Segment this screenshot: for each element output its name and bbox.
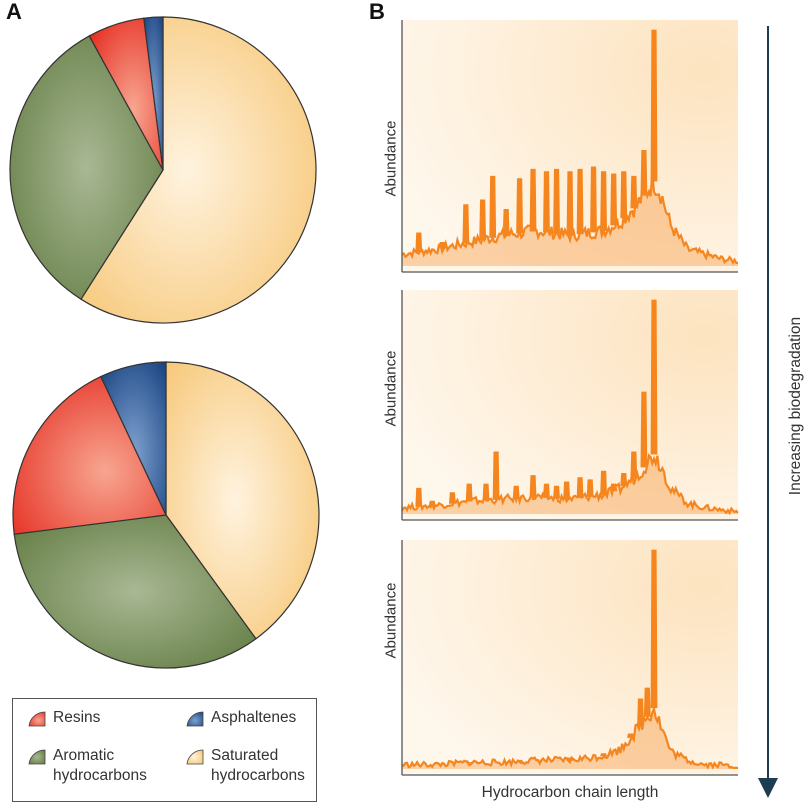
chromatogram-2-peak bbox=[543, 483, 550, 498]
chromatogram-1-peak bbox=[640, 149, 648, 196]
chromatogram-2-peak bbox=[482, 483, 490, 501]
legend-label-saturated-2: hydrocarbons bbox=[211, 767, 305, 784]
pie2-slice-saturated-hydrocarbons bbox=[165, 361, 320, 640]
chromatogram-1-peak bbox=[590, 166, 597, 233]
chromatogram-1-peak bbox=[489, 175, 497, 238]
chromatogram-2-envelope bbox=[402, 455, 738, 514]
pie2-slice-resins bbox=[12, 375, 167, 535]
chromatogram-2-baseline bbox=[401, 453, 739, 516]
chromatogram-3-envelope bbox=[402, 709, 738, 769]
chromatogram-3-baseline bbox=[401, 705, 738, 770]
pie-legend: Resins Asphaltenes Aromatic hydrocarbons… bbox=[12, 698, 317, 802]
chromatogram-2-peak bbox=[415, 487, 423, 507]
pie1-slice-saturated-hydrocarbons bbox=[80, 16, 317, 324]
legend-label-asphaltenes: Asphaltenes bbox=[211, 709, 297, 726]
chromatogram-2-peak bbox=[610, 483, 618, 492]
legend-label-aromatic-1: Aromatic bbox=[53, 747, 115, 764]
chromatogram-2-peak bbox=[492, 451, 500, 500]
chromatogram-1-peak bbox=[425, 250, 433, 253]
chromatogram-3-peak bbox=[600, 753, 608, 757]
chromatogram-3-peak bbox=[637, 698, 644, 726]
chromatogram-3-peak bbox=[643, 687, 651, 717]
legend-label-saturated-1: Saturated bbox=[211, 747, 279, 764]
chromatogram-1-envelope bbox=[402, 173, 738, 266]
chromatogram-1-baseline bbox=[401, 173, 738, 266]
panel-label-b: B bbox=[369, 0, 385, 24]
chromatogram-1-peak bbox=[502, 208, 510, 236]
chromatogram-1-peak bbox=[566, 171, 574, 236]
chromatogram-3-peak bbox=[566, 757, 574, 761]
arrow-label: Increasing biodegradation bbox=[787, 316, 804, 496]
chromatogram-2-peak bbox=[448, 492, 456, 504]
chromatogram-1-peak bbox=[529, 168, 537, 232]
panel-label-a: A bbox=[6, 0, 22, 24]
y-axis-label-1: Abundance bbox=[382, 120, 400, 197]
chromatogram-2-peak bbox=[620, 472, 628, 487]
chromatogram-2-peak bbox=[650, 299, 658, 455]
chromatogram-1-peak bbox=[553, 168, 560, 234]
chromatogram-2-peak bbox=[563, 481, 571, 500]
chromatogram-1-peak bbox=[600, 171, 608, 231]
chromatogram-3-peak bbox=[626, 733, 634, 738]
chromatogram-1-peak bbox=[650, 29, 658, 182]
chromatogram-1-peak bbox=[630, 175, 638, 209]
pie1-slice-asphaltenes bbox=[143, 16, 164, 171]
chromatogram-1-peak bbox=[438, 242, 446, 249]
chromatogram-2-peak bbox=[512, 485, 520, 499]
pie1-slice-aromatic-hydrocarbons bbox=[9, 35, 164, 301]
chromatogram-1-peak bbox=[576, 168, 584, 235]
y-axis-label-2: Abundance bbox=[382, 350, 400, 427]
chromatogram-1-peak bbox=[620, 171, 628, 219]
chromatogram-1-peak bbox=[543, 171, 550, 233]
chromatogram-2-peak bbox=[586, 479, 594, 497]
chromatogram-3-background bbox=[402, 540, 738, 775]
chromatogram-2-peak bbox=[553, 485, 560, 499]
asphaltenes-swatch-icon bbox=[186, 711, 204, 727]
chromatogram-2-peak bbox=[428, 500, 436, 507]
pie2-slice-aromatic-hydrocarbons bbox=[13, 514, 257, 669]
chromatogram-2-peak bbox=[576, 477, 584, 499]
chromatogram-1-peak bbox=[479, 199, 487, 240]
legend-label-resins: Resins bbox=[53, 709, 101, 726]
pie2-slice-asphaltenes bbox=[100, 361, 167, 516]
chromatogram-2-peak bbox=[529, 475, 537, 498]
chromatogram-1-peak bbox=[415, 232, 423, 253]
legend-label-aromatic-2: hydrocarbons bbox=[53, 767, 147, 784]
saturated-swatch-icon bbox=[186, 749, 204, 765]
chromatogram-2-peak bbox=[640, 391, 648, 468]
chromatogram-3-peak bbox=[515, 759, 524, 762]
chromatogram-2-peak bbox=[630, 451, 638, 479]
chromatogram-3-peak bbox=[650, 549, 658, 709]
chromatogram-1-peak bbox=[610, 173, 618, 226]
y-axis-label-3: Abundance bbox=[382, 582, 400, 659]
x-axis-label: Hydrocarbon chain length bbox=[481, 784, 659, 801]
chromatogram-1-peak bbox=[516, 178, 524, 234]
chromatogram-2-peak bbox=[600, 470, 608, 496]
chromatogram-1-peak bbox=[462, 204, 470, 244]
chromatogram-2-peak bbox=[465, 483, 473, 502]
resins-swatch-icon bbox=[28, 711, 46, 727]
aromatic-swatch-icon bbox=[28, 749, 46, 765]
chromatogram-2-background bbox=[402, 290, 738, 520]
